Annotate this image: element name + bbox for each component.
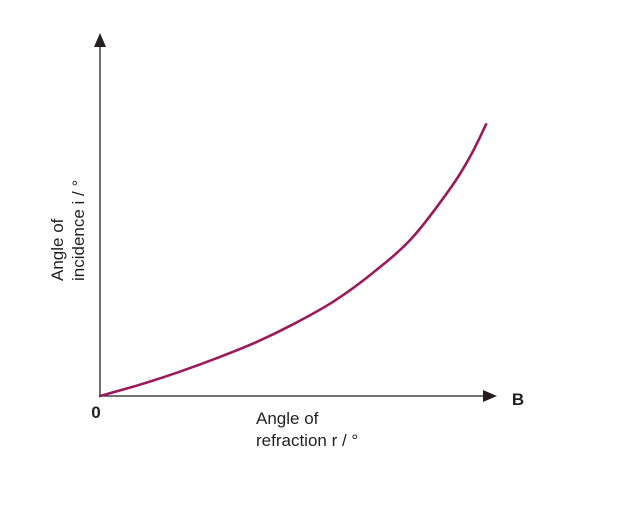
- y-axis-label-line-2: incidence i / °: [69, 180, 88, 281]
- x-axis-end-label: B: [512, 390, 524, 409]
- y-axis-arrowhead: [94, 33, 106, 47]
- series-line: [98, 122, 488, 398]
- x-axis-label-line-2: refraction r / °: [256, 431, 358, 450]
- y-axis-label-line-1: Angle of: [48, 218, 67, 281]
- origin-label: 0: [91, 403, 100, 422]
- x-axis-arrowhead: [483, 390, 497, 402]
- x-axis-label-line-1: Angle of: [256, 409, 319, 428]
